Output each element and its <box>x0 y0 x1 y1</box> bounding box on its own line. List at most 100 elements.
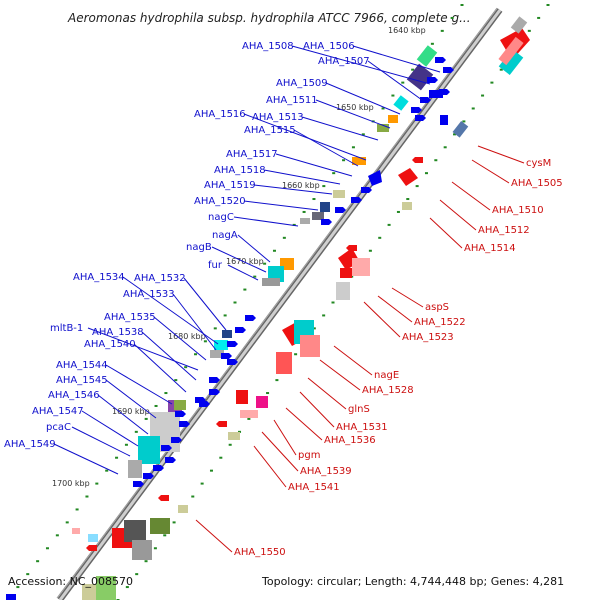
gene-label-reverse: AHA_1531 <box>336 422 388 433</box>
feature-blocks <box>6 16 530 600</box>
label-leader <box>301 116 379 141</box>
gene-label-forward: AHA_1517 <box>226 149 278 160</box>
gene-labels: AHA_1508 AHA_1506 AHA_1507 AHA_1509 AHA_1511… <box>4 41 563 558</box>
label-leader <box>243 200 319 211</box>
scale-label: 1670 kbp <box>226 257 264 266</box>
forward-cds-arrow <box>227 341 238 347</box>
scale-label: 1650 kbp <box>336 103 374 112</box>
label-leader <box>291 45 431 85</box>
label-leader <box>172 293 217 351</box>
forward-cds-arrow <box>235 327 246 333</box>
forward-cds-arrow <box>153 465 164 471</box>
forward-cds-arrow <box>321 219 332 225</box>
scale-label: 1690 kbp <box>112 407 150 416</box>
gene-label-forward: AHA_1540 <box>84 339 136 350</box>
label-leader <box>243 113 367 161</box>
gene-label-reverse: AHA_1550 <box>234 547 286 558</box>
label-leader <box>363 301 401 338</box>
gene-label-forward: AHA_1546 <box>48 390 100 401</box>
forward-cds-arrow <box>415 115 426 121</box>
gene-label-reverse: AHA_1539 <box>300 466 352 477</box>
gene-label-forward: AHA_1547 <box>32 406 84 417</box>
label-leader <box>333 345 373 376</box>
label-leader <box>211 246 267 273</box>
gene-label-forward: AHA_1544 <box>56 360 108 371</box>
gene-label-forward: AHA_1519 <box>204 180 256 191</box>
label-leader <box>105 379 157 419</box>
gene-label-reverse: AHA_1536 <box>324 435 376 446</box>
label-leader <box>451 181 491 211</box>
accession-label: Accession: NC_008570 <box>8 575 133 588</box>
forward-cds-arrow <box>439 89 450 95</box>
gene-label-forward: mltB-1 <box>50 323 83 334</box>
forward-cds-arrow <box>171 437 182 443</box>
label-leader <box>261 431 299 472</box>
forward-cds-arrow <box>209 377 220 383</box>
gene-label-forward: AHA_1533 <box>123 289 175 300</box>
gene-label-reverse: AHA_1514 <box>464 243 516 254</box>
scale-labels: 1640 kbp 1650 kbp 1660 kbp 1670 kbp 1680 kbp… <box>52 26 426 488</box>
label-leader <box>471 159 510 184</box>
topology-label: Topology: circular; Length: 4,744,448 bp… <box>261 575 564 588</box>
label-leader <box>263 169 341 185</box>
label-leader <box>367 60 423 101</box>
gene-label-reverse: AHA_1541 <box>288 482 340 493</box>
gene-label-forward: pcaC <box>46 422 71 433</box>
label-leader <box>81 410 139 447</box>
gene-label-forward: fur <box>208 260 223 271</box>
label-leader <box>253 445 287 488</box>
forward-cds-arrow <box>221 353 232 359</box>
forward-cds-arrow <box>351 197 362 203</box>
forward-cds-arrow <box>227 359 238 365</box>
forward-cds-arrow <box>209 389 220 395</box>
gene-label-reverse: aspS <box>425 302 449 313</box>
label-leader <box>299 391 335 428</box>
forward-cds-arrow <box>335 207 346 213</box>
gene-label-forward: AHA_1515 <box>244 125 296 136</box>
label-leader <box>352 45 441 73</box>
label-leader <box>429 217 463 249</box>
gene-label-forward: AHA_1506 <box>303 41 355 52</box>
label-leader <box>53 443 119 475</box>
label-leader <box>275 153 353 177</box>
forward-cds-arrow <box>443 67 454 73</box>
label-leader <box>273 419 297 456</box>
label-leader <box>285 407 323 441</box>
forward-cds-arrow <box>175 411 186 417</box>
gene-label-reverse: AHA_1505 <box>511 178 563 189</box>
forward-cds-arrow <box>143 473 154 479</box>
gene-label-forward: AHA_1534 <box>73 272 125 283</box>
reverse-cds-arrow <box>86 545 97 551</box>
forward-cds-arrow <box>427 77 438 83</box>
label-leader <box>183 277 227 331</box>
label-leader <box>71 426 131 457</box>
label-leader <box>105 364 173 405</box>
forward-cds-arrow <box>199 401 210 407</box>
gene-label-forward: AHA_1520 <box>194 196 246 207</box>
label-leader <box>439 199 477 231</box>
gene-label-forward: nagA <box>212 230 238 241</box>
label-leader <box>97 394 149 435</box>
forward-cds-arrow <box>165 457 176 463</box>
forward-cds-arrow <box>179 421 190 427</box>
gene-label-forward: AHA_1549 <box>4 439 56 450</box>
label-leader <box>391 287 424 308</box>
label-leader <box>307 377 347 410</box>
label-leader <box>153 316 207 361</box>
map-title: Aeromonas hydrophila subsp. hydrophila A… <box>67 11 471 25</box>
gene-label-forward: AHA_1518 <box>214 165 266 176</box>
gene-label-reverse: AHA_1510 <box>492 205 544 216</box>
scale-label: 1660 kbp <box>282 181 320 190</box>
forward-cds-arrow <box>361 187 372 193</box>
gene-label-reverse: AHA_1522 <box>414 317 466 328</box>
cds-arrows <box>86 57 454 551</box>
gene-label-forward: AHA_1532 <box>134 273 186 284</box>
gene-label-reverse: pgm <box>298 450 320 461</box>
label-leader <box>325 82 401 115</box>
gene-label-forward: nagC <box>208 212 234 223</box>
label-leader <box>141 331 197 381</box>
gene-label-forward: AHA_1516 <box>194 109 246 120</box>
gene-label-reverse: AHA_1528 <box>362 385 414 396</box>
label-leader <box>315 99 391 129</box>
